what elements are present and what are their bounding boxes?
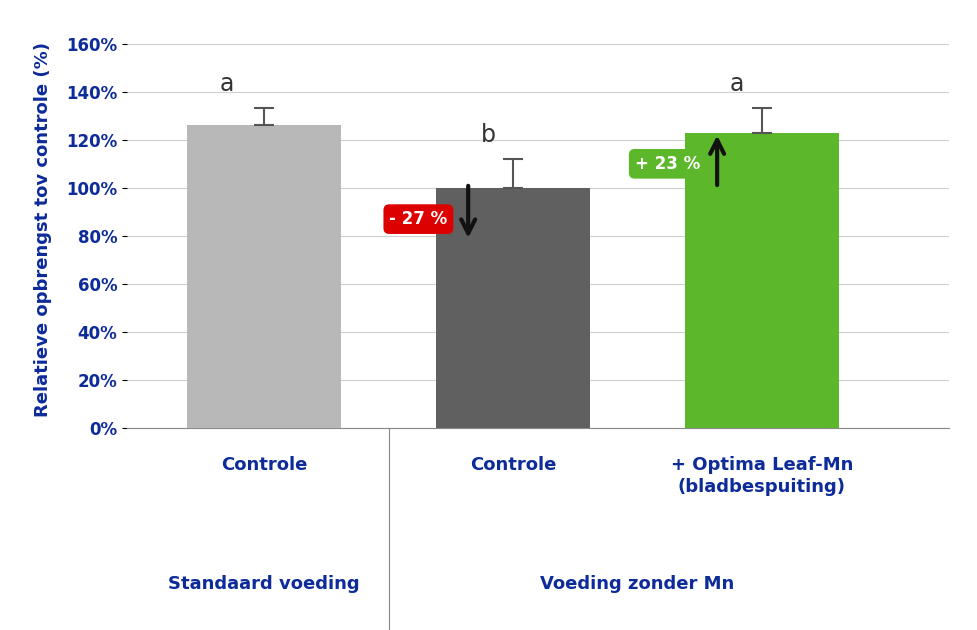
Text: a: a bbox=[219, 72, 234, 96]
Bar bbox=[684, 132, 838, 428]
Text: Controle: Controle bbox=[221, 456, 307, 474]
Bar bbox=[187, 125, 341, 428]
Text: Controle: Controle bbox=[469, 456, 556, 474]
Text: Voeding zonder Mn: Voeding zonder Mn bbox=[540, 575, 734, 593]
Text: b: b bbox=[480, 123, 495, 147]
Text: + 23 %: + 23 % bbox=[634, 155, 700, 173]
Bar bbox=[436, 188, 589, 428]
Text: - 27 %: - 27 % bbox=[389, 210, 447, 228]
Y-axis label: Relatieve opbrengst tov controle (%): Relatieve opbrengst tov controle (%) bbox=[34, 42, 52, 418]
Text: + Optima Leaf-Mn
(bladbespuiting): + Optima Leaf-Mn (bladbespuiting) bbox=[670, 456, 852, 496]
Text: a: a bbox=[729, 72, 743, 96]
Text: Standaard voeding: Standaard voeding bbox=[168, 575, 360, 593]
